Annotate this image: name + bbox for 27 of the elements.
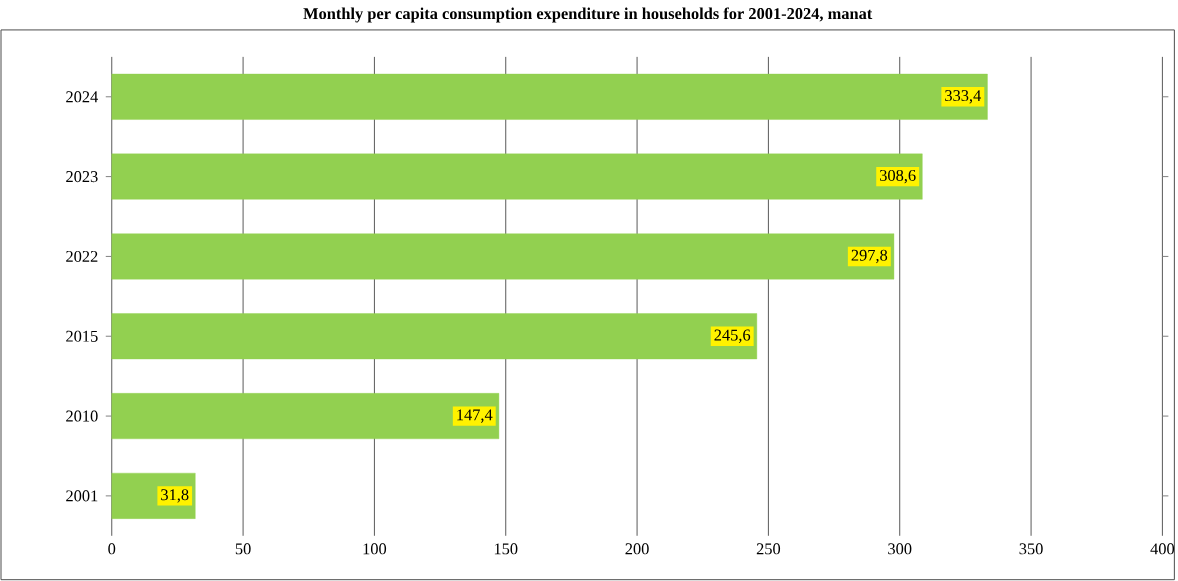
data-label: 245,6 bbox=[714, 329, 751, 344]
data-label: 333,4 bbox=[945, 90, 982, 104]
y-tick-label: 2022 bbox=[66, 251, 98, 263]
bar bbox=[111, 73, 988, 120]
x-tick-label: 250 bbox=[756, 543, 781, 555]
bar bbox=[111, 153, 923, 200]
y-tick-label: 2023 bbox=[66, 171, 98, 183]
bar bbox=[111, 313, 758, 360]
data-label: 31,8 bbox=[161, 489, 189, 503]
bar bbox=[111, 233, 895, 280]
x-tick-label: 50 bbox=[235, 543, 251, 555]
x-tick-label: 0 bbox=[108, 543, 116, 555]
x-tick-label: 150 bbox=[494, 543, 518, 555]
y-tick-label: 2024 bbox=[66, 91, 99, 103]
data-label: 147,4 bbox=[457, 409, 493, 423]
x-tick-label: 300 bbox=[888, 543, 912, 555]
y-tick-label: 2001 bbox=[66, 490, 98, 502]
data-label: 297,8 bbox=[851, 249, 888, 264]
bar bbox=[111, 393, 500, 440]
x-tick-label: 200 bbox=[625, 543, 649, 555]
y-tick-label: 2010 bbox=[66, 410, 98, 422]
x-tick-label: 100 bbox=[363, 543, 387, 555]
data-label: 308,6 bbox=[880, 170, 916, 184]
chart-title: Monthly per capita consumption expenditure in households for 2001-2024, manat bbox=[303, 7, 873, 23]
y-tick-label: 2015 bbox=[66, 330, 98, 342]
x-tick-label: 400 bbox=[1150, 543, 1175, 555]
x-tick-label: 350 bbox=[1019, 543, 1043, 555]
